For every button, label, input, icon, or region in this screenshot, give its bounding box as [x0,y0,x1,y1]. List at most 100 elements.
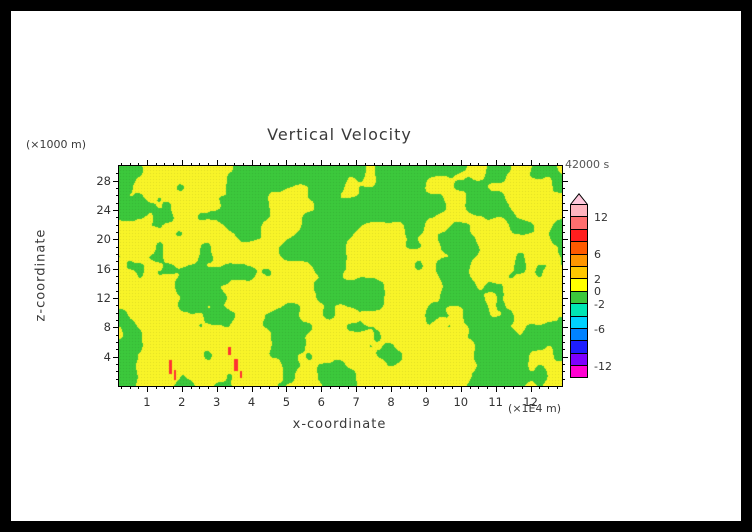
z-major-tick [562,180,568,182]
x-minor-tick [452,386,454,389]
z-minor-tick [116,320,119,321]
colorbar-extend-shape [570,193,588,205]
x-minor-tick [434,386,436,389]
x-minor-tick [330,163,331,166]
x-tick-label: 3 [213,395,221,409]
z-minor-tick [116,371,119,373]
x-minor-tick [295,163,297,166]
colorbar: 12 6 2 0 -2 -6 -12 [570,193,612,379]
colorbar-box [571,304,587,317]
x-minor-tick [199,163,201,166]
x-minor-tick [521,163,523,166]
x-major-tick [251,160,253,166]
x-minor-tick [260,386,262,389]
x-tick-label: 8 [387,395,395,409]
x-minor-tick [164,163,166,166]
x-minor-tick [521,386,523,389]
z-minor-tick [562,232,565,233]
x-minor-tick [434,163,436,166]
x-tick-label: 4 [247,395,256,409]
x-tick-label: 5 [282,395,291,409]
z-minor-tick [562,173,565,175]
colorbar-box [571,205,587,218]
x-tick-label: 9 [422,395,430,409]
z-minor-tick [116,261,119,263]
colorbar-box [571,242,587,255]
x-minor-tick [504,386,506,389]
time-label: 42000 s [565,158,610,171]
x-tick-label: 12 [523,395,538,409]
colorbar-label: -2 [594,297,605,311]
x-minor-tick [164,386,166,389]
x-minor-tick [190,386,192,389]
x-major-tick [356,160,358,166]
x-major-tick [426,386,427,392]
z-minor-tick [116,364,119,365]
z-major-tick [113,210,119,211]
x-minor-tick [504,163,506,166]
z-tick-label: 16 [96,261,111,276]
x-minor-tick [513,163,515,166]
x-minor-tick [260,163,262,166]
z-minor-tick [562,349,565,351]
z-minor-tick [562,224,565,226]
z-minor-tick [562,364,565,365]
z-tick-label: 8 [103,320,111,335]
z-major-tick [113,298,119,299]
x-minor-tick [330,386,331,389]
x-minor-tick [269,386,270,389]
z-minor-tick [562,195,565,197]
x-major-tick [216,160,218,166]
x-minor-tick [173,163,175,166]
x-minor-tick [469,386,471,389]
z-minor-tick [562,378,565,380]
z-minor-tick [562,371,565,373]
x-minor-tick [417,163,419,166]
plot-region: 1 2 3 4 5 6 7 8 9 10 11 12 4 8 12 16 20 24 28 [96,160,568,409]
x-minor-tick [242,386,244,389]
z-major-tick [562,356,568,358]
x-minor-tick [303,163,305,166]
colorbar-label: 6 [594,248,601,262]
z-minor-tick [116,342,119,343]
z-minor-tick [562,342,565,343]
y-axis-label: z-coordinate [33,228,49,322]
x-minor-tick [513,386,515,389]
colorbar-label: 2 [594,272,601,286]
x-tick-label: 7 [352,395,360,409]
z-minor-tick [116,305,119,307]
x-minor-tick [338,163,340,166]
z-minor-tick [562,246,565,248]
z-minor-tick [562,283,565,285]
x-minor-tick [207,163,209,166]
x-minor-tick [452,163,454,166]
x-minor-tick [155,386,157,389]
x-minor-tick [303,386,305,389]
z-minor-tick [116,188,119,189]
z-minor-tick [562,305,565,307]
colorbar-label: 12 [594,210,608,224]
z-minor-tick [562,334,565,336]
colorbar-label: -12 [594,359,612,373]
x-minor-tick [548,386,549,389]
x-major-tick [530,160,532,166]
colorbar-extend-triangle [570,193,588,205]
x-minor-tick [556,163,558,166]
x-major-tick [530,386,532,392]
x-minor-tick [373,386,375,389]
z-major-tick [113,327,119,329]
z-tick-label: 12 [96,291,111,305]
x-minor-tick [382,163,384,166]
colorbar-box [571,254,587,267]
x-major-tick [391,160,393,166]
z-minor-tick [116,312,119,314]
x-minor-tick [408,163,410,166]
x-major-tick [356,386,358,392]
x-minor-tick [129,163,131,166]
z-minor-tick [562,188,565,189]
x-major-tick [286,160,288,166]
colorbar-label: 0 [594,285,601,299]
z-minor-tick [116,202,119,204]
z-major-tick [562,239,568,241]
